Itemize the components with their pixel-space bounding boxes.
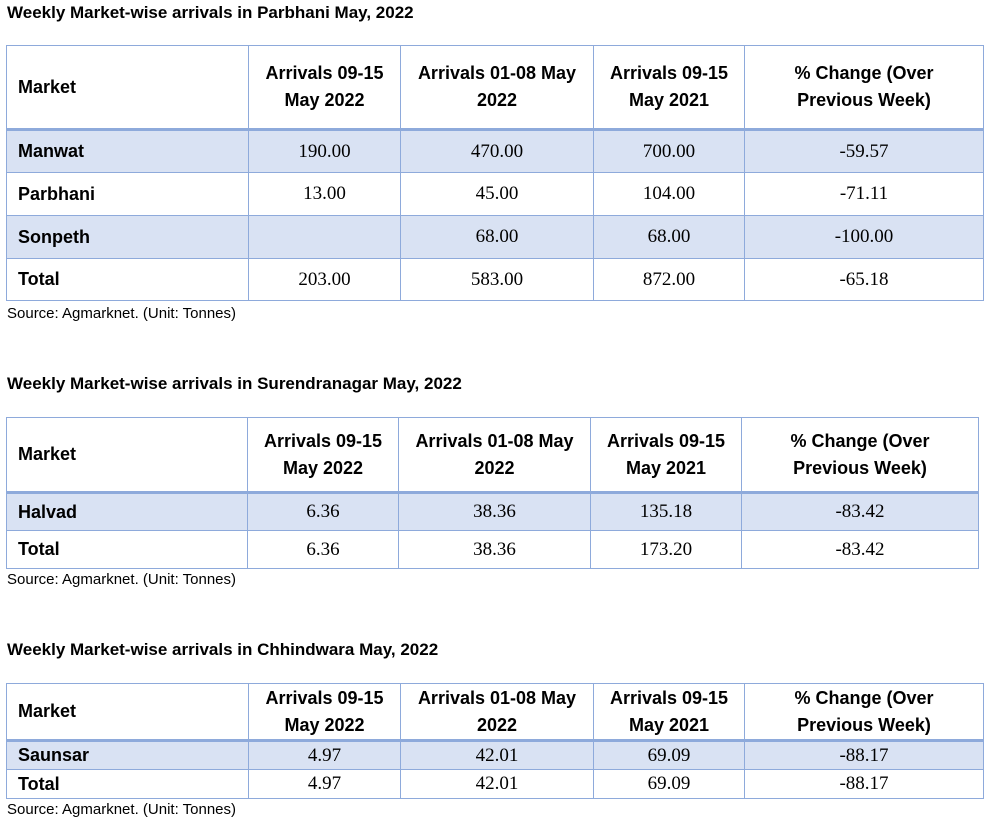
arrivals-table-chhindwara: Market Arrivals 09-15 May 2022 Arrivals 0… bbox=[6, 683, 984, 799]
table-header-row: Market Arrivals 09-15 May 2022 Arrivals 0… bbox=[6, 683, 984, 742]
arrivals-current: 13.00 bbox=[248, 172, 401, 216]
header-arrivals-last-year: Arrivals 09-15 May 2021 bbox=[593, 683, 745, 742]
arrivals-current: 190.00 bbox=[248, 129, 401, 173]
table-row: Sonpeth 68.00 68.00 -100.00 bbox=[6, 215, 984, 259]
table-title-surendranagar: Weekly Market-wise arrivals in Surendran… bbox=[7, 374, 462, 393]
header-percent-change: % Change (Over Previous Week) bbox=[744, 45, 984, 131]
market-name: Parbhani bbox=[6, 172, 249, 216]
arrivals-current: 4.97 bbox=[248, 769, 401, 799]
arrivals-last-year: 104.00 bbox=[593, 172, 745, 216]
source-note: Source: Agmarknet. (Unit: Tonnes) bbox=[7, 571, 236, 588]
table-row: Parbhani 13.00 45.00 104.00 -71.11 bbox=[6, 172, 984, 216]
arrivals-last-year: 69.09 bbox=[593, 769, 745, 799]
arrivals-previous: 583.00 bbox=[400, 258, 594, 301]
header-market: Market bbox=[6, 683, 249, 742]
arrivals-previous: 45.00 bbox=[400, 172, 594, 216]
percent-change: -88.17 bbox=[744, 740, 984, 770]
arrivals-last-year: 173.20 bbox=[590, 530, 742, 569]
market-name: Sonpeth bbox=[6, 215, 249, 259]
header-arrivals-last-year: Arrivals 09-15 May 2021 bbox=[590, 417, 742, 494]
market-name: Total bbox=[6, 769, 249, 799]
arrivals-last-year: 700.00 bbox=[593, 129, 745, 173]
arrivals-current: 6.36 bbox=[247, 492, 399, 531]
header-arrivals-previous: Arrivals 01-08 May 2022 bbox=[400, 683, 594, 742]
arrivals-previous: 42.01 bbox=[400, 769, 594, 799]
market-name: Saunsar bbox=[6, 740, 249, 770]
header-arrivals-current: Arrivals 09-15 May 2022 bbox=[247, 417, 399, 494]
source-note: Source: Agmarknet. (Unit: Tonnes) bbox=[7, 305, 236, 322]
table-row-total: Total 6.36 38.36 173.20 -83.42 bbox=[6, 530, 979, 569]
arrivals-current: 4.97 bbox=[248, 740, 401, 770]
arrivals-current bbox=[248, 215, 401, 259]
header-arrivals-previous: Arrivals 01-08 May 2022 bbox=[398, 417, 591, 494]
arrivals-last-year: 872.00 bbox=[593, 258, 745, 301]
table-row-total: Total 4.97 42.01 69.09 -88.17 bbox=[6, 769, 984, 799]
source-note: Source: Agmarknet. (Unit: Tonnes) bbox=[7, 801, 236, 818]
arrivals-last-year: 135.18 bbox=[590, 492, 742, 531]
percent-change: -100.00 bbox=[744, 215, 984, 259]
market-name: Manwat bbox=[6, 129, 249, 173]
percent-change: -83.42 bbox=[741, 530, 979, 569]
arrivals-current: 6.36 bbox=[247, 530, 399, 569]
arrivals-previous: 42.01 bbox=[400, 740, 594, 770]
percent-change: -65.18 bbox=[744, 258, 984, 301]
percent-change: -83.42 bbox=[741, 492, 979, 531]
arrivals-table-parbhani: Market Arrivals 09-15 May 2022 Arrivals 0… bbox=[6, 45, 984, 301]
arrivals-last-year: 68.00 bbox=[593, 215, 745, 259]
arrivals-current: 203.00 bbox=[248, 258, 401, 301]
arrivals-previous: 470.00 bbox=[400, 129, 594, 173]
header-arrivals-current: Arrivals 09-15 May 2022 bbox=[248, 45, 401, 131]
table-title-parbhani: Weekly Market-wise arrivals in Parbhani … bbox=[7, 3, 414, 22]
market-name: Total bbox=[6, 530, 248, 569]
percent-change: -88.17 bbox=[744, 769, 984, 799]
arrivals-previous: 68.00 bbox=[400, 215, 594, 259]
table-title-chhindwara: Weekly Market-wise arrivals in Chhindwar… bbox=[7, 640, 439, 659]
header-market: Market bbox=[6, 45, 249, 131]
arrivals-table-surendranagar: Market Arrivals 09-15 May 2022 Arrivals 0… bbox=[6, 417, 979, 569]
header-arrivals-last-year: Arrivals 09-15 May 2021 bbox=[593, 45, 745, 131]
header-arrivals-previous: Arrivals 01-08 May 2022 bbox=[400, 45, 594, 131]
percent-change: -71.11 bbox=[744, 172, 984, 216]
header-percent-change: % Change (Over Previous Week) bbox=[744, 683, 984, 742]
table-header-row: Market Arrivals 09-15 May 2022 Arrivals 0… bbox=[6, 45, 984, 131]
arrivals-previous: 38.36 bbox=[398, 530, 591, 569]
table-row: Saunsar 4.97 42.01 69.09 -88.17 bbox=[6, 740, 984, 770]
table-row: Manwat 190.00 470.00 700.00 -59.57 bbox=[6, 129, 984, 173]
table-row: Halvad 6.36 38.36 135.18 -83.42 bbox=[6, 492, 979, 531]
market-name: Halvad bbox=[6, 492, 248, 531]
header-arrivals-current: Arrivals 09-15 May 2022 bbox=[248, 683, 401, 742]
table-header-row: Market Arrivals 09-15 May 2022 Arrivals 0… bbox=[6, 417, 979, 494]
market-name: Total bbox=[6, 258, 249, 301]
percent-change: -59.57 bbox=[744, 129, 984, 173]
arrivals-previous: 38.36 bbox=[398, 492, 591, 531]
header-market: Market bbox=[6, 417, 248, 494]
table-row-total: Total 203.00 583.00 872.00 -65.18 bbox=[6, 258, 984, 301]
arrivals-last-year: 69.09 bbox=[593, 740, 745, 770]
header-percent-change: % Change (Over Previous Week) bbox=[741, 417, 979, 494]
